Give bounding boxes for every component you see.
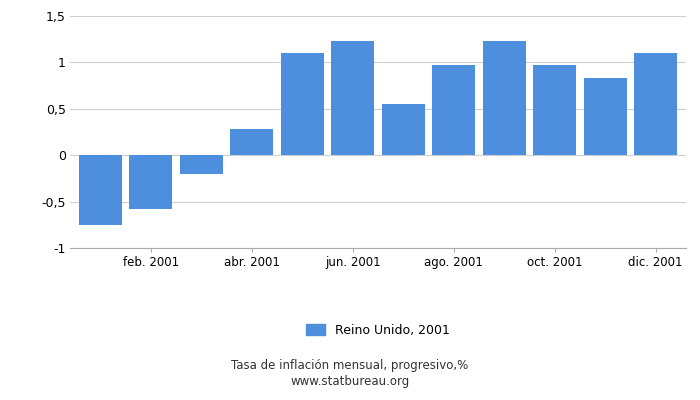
Bar — [281, 53, 323, 155]
Bar — [382, 104, 425, 155]
Bar — [584, 78, 626, 155]
Bar — [331, 41, 374, 155]
Legend: Reino Unido, 2001: Reino Unido, 2001 — [306, 324, 450, 337]
Bar — [230, 129, 273, 155]
Bar — [130, 155, 172, 209]
Bar — [433, 65, 475, 155]
Text: www.statbureau.org: www.statbureau.org — [290, 376, 410, 388]
Bar — [634, 53, 677, 155]
Bar — [79, 155, 122, 225]
Text: Tasa de inflación mensual, progresivo,%: Tasa de inflación mensual, progresivo,% — [232, 360, 468, 372]
Bar — [483, 41, 526, 155]
Bar — [533, 65, 576, 155]
Bar — [180, 155, 223, 174]
